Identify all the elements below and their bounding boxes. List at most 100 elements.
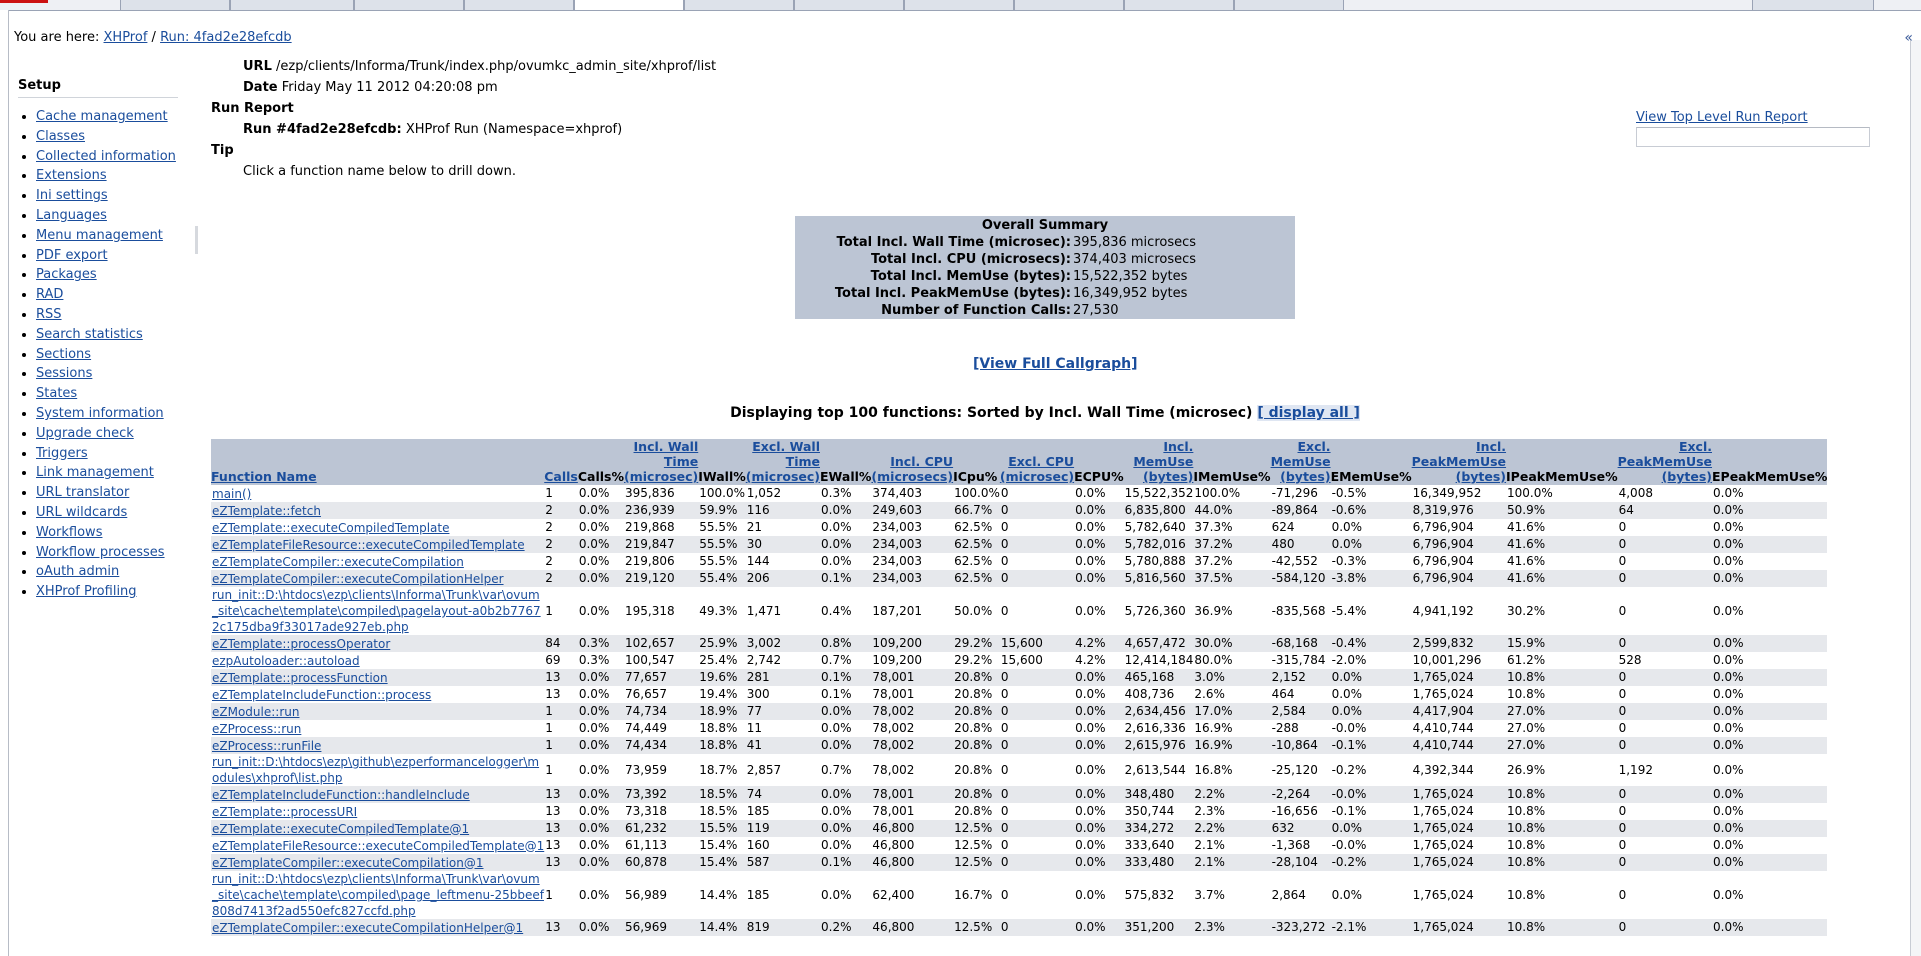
metric-cell: -0.5% xyxy=(1330,485,1412,502)
column-sort-link[interactable]: Excl. CPU (microsec) xyxy=(999,454,1075,484)
collapse-arrow-icon[interactable]: « xyxy=(1904,30,1913,46)
sidebar-item-link[interactable]: Ini settings xyxy=(36,188,108,204)
top-tab[interactable] xyxy=(904,0,1014,10)
sidebar-item-link[interactable]: Collected information xyxy=(36,148,176,164)
top-tab[interactable] xyxy=(684,0,794,10)
top-tab[interactable] xyxy=(794,0,904,10)
metric-cell: -0.3% xyxy=(1330,553,1412,570)
top-tab[interactable] xyxy=(464,0,574,10)
metric-cell: 236,939 xyxy=(624,502,699,519)
column-sort-link[interactable]: Incl. MemUse (bytes) xyxy=(1133,439,1194,484)
metric-cell: 61,113 xyxy=(624,837,699,854)
metric-cell: 5,782,016 xyxy=(1123,536,1194,553)
vertical-scrollbar[interactable] xyxy=(1910,40,1921,956)
metric-cell: 46,800 xyxy=(871,820,954,837)
function-link[interactable]: eZProcess::runFile xyxy=(212,738,322,753)
function-link[interactable]: eZTemplateFileResource::executeCompiledT… xyxy=(212,838,545,853)
metric-cell: 0 xyxy=(999,553,1075,570)
sidebar-item-link[interactable]: Menu management xyxy=(36,227,163,243)
sidebar-item-link[interactable]: Link management xyxy=(36,465,154,481)
column-sort-link[interactable]: Excl. Wall Time (microsec) xyxy=(745,439,820,484)
metric-cell: -71,296 xyxy=(1270,485,1331,502)
top-tab[interactable] xyxy=(1124,0,1234,10)
function-link[interactable]: run_init::D:\htdocs\ezp\clients\Informa\… xyxy=(212,588,541,634)
sidebar-item-link[interactable]: RAD xyxy=(36,287,64,303)
function-link[interactable]: eZTemplateCompiler::executeCompilationHe… xyxy=(212,571,504,586)
function-link[interactable]: run_init::D:\htdocs\ezp\github\ezperform… xyxy=(212,755,540,785)
sidebar-item-link[interactable]: Triggers xyxy=(36,445,88,461)
top-tab[interactable] xyxy=(1752,0,1874,10)
sidebar-item-link[interactable]: Cache management xyxy=(36,109,168,124)
view-full-callgraph-link[interactable]: [View Full Callgraph] xyxy=(973,356,1138,372)
sidebar-item-link[interactable]: Sections xyxy=(36,346,92,362)
function-link[interactable]: eZTemplateCompiler::executeCompilation xyxy=(212,554,464,569)
function-link[interactable]: ezpAutoloader::autoload xyxy=(212,653,360,668)
metric-cell: -835,568 xyxy=(1270,587,1331,635)
sidebar-item-link[interactable]: Extensions xyxy=(36,168,107,184)
function-link[interactable]: eZTemplateCompiler::executeCompilation@1 xyxy=(212,855,484,870)
function-link[interactable]: eZTemplateCompiler::executeCompilationHe… xyxy=(212,920,524,935)
sidebar-item-link[interactable]: Classes xyxy=(36,128,85,144)
sidebar-item-link[interactable]: Upgrade check xyxy=(36,425,134,441)
function-link[interactable]: eZModule::run xyxy=(212,704,300,719)
function-link[interactable]: eZTemplate::processFunction xyxy=(212,670,388,685)
sidebar-item-link[interactable]: XHProf Profiling xyxy=(36,584,137,600)
function-link[interactable]: eZTemplateFileResource::executeCompiledT… xyxy=(212,537,525,552)
sidebar-item-link[interactable]: URL wildcards xyxy=(36,504,128,520)
display-all-link[interactable]: [ display all ] xyxy=(1257,405,1360,421)
sidebar-item: Packages xyxy=(36,265,178,285)
sidebar-item-link[interactable]: Sessions xyxy=(36,366,93,382)
function-link[interactable]: eZTemplate::processOperator xyxy=(212,636,391,651)
column-sort-link[interactable]: Incl. PeakMemUse (bytes) xyxy=(1411,439,1507,484)
column-sort-link[interactable]: Calls xyxy=(544,469,578,484)
sidebar-item-link[interactable]: PDF export xyxy=(36,247,108,263)
metric-cell: 1,192 xyxy=(1617,754,1712,786)
metric-cell: 41.6% xyxy=(1506,519,1618,536)
top-tab[interactable] xyxy=(1014,0,1124,10)
breadcrumb-link-xhprof[interactable]: XHProf xyxy=(103,30,148,45)
sidebar-item-link[interactable]: Search statistics xyxy=(36,326,143,342)
metric-cell: 0 xyxy=(1617,519,1712,536)
sidebar-item-link[interactable]: Packages xyxy=(36,267,97,283)
sidebar-item-link[interactable]: Workflows xyxy=(36,524,103,540)
sidebar-item-link[interactable]: RSS xyxy=(36,306,62,322)
metric-cell: 13 xyxy=(544,837,578,854)
top-tab[interactable] xyxy=(230,0,354,10)
sidebar-item-link[interactable]: URL translator xyxy=(36,485,130,501)
function-name-cell: run_init::D:\htdocs\ezp\clients\Informa\… xyxy=(211,587,545,635)
function-link[interactable]: eZTemplateIncludeFunction::handleInclude xyxy=(212,787,470,802)
metric-cell: 0.0% xyxy=(1074,803,1124,820)
run-id-value: XHProf Run (Namespace=xhprof) xyxy=(405,122,623,137)
top-tab[interactable] xyxy=(1234,0,1344,10)
view-top-level-run-report-link[interactable]: View Top Level Run Report xyxy=(1636,110,1808,125)
column-sort-link[interactable]: Incl. CPU (microsecs) xyxy=(871,454,954,484)
metric-cell: 0.3% xyxy=(577,652,625,669)
function-link[interactable]: eZTemplate::fetch xyxy=(212,503,321,518)
top-tab[interactable] xyxy=(354,0,464,10)
sidebar-item-link[interactable]: States xyxy=(36,386,78,402)
metric-cell: 0.2% xyxy=(820,919,872,936)
top-tab[interactable] xyxy=(120,0,230,10)
sidebar-resize-handle[interactable] xyxy=(195,226,198,254)
function-link[interactable]: eZProcess::run xyxy=(212,721,302,736)
top-tab-active[interactable] xyxy=(574,0,684,10)
function-link[interactable]: eZTemplate::executeCompiledTemplate@1 xyxy=(212,821,470,836)
breadcrumb-link-run[interactable]: Run: 4fad2e28efcdb xyxy=(160,30,292,45)
sidebar-item-link[interactable]: System information xyxy=(36,405,164,421)
sidebar-item-link[interactable]: Languages xyxy=(36,207,107,223)
sidebar-item-link[interactable]: oAuth admin xyxy=(36,564,120,580)
sidebar: Setup Cache management Classes Collected i… xyxy=(18,78,178,602)
function-link[interactable]: run_init::D:\htdocs\ezp\clients\Informa\… xyxy=(212,872,544,918)
sidebar-item-link[interactable]: Workflow processes xyxy=(36,544,165,560)
column-sort-link[interactable]: Incl. Wall Time (microsec) xyxy=(624,439,699,484)
function-link[interactable]: eZTemplate::processURI xyxy=(212,804,358,819)
column-sort-link[interactable]: Excl. PeakMemUse (bytes) xyxy=(1617,439,1713,484)
function-link[interactable]: main() xyxy=(212,486,252,501)
metric-cell: 300 xyxy=(745,686,820,703)
column-sort-link[interactable]: Function Name xyxy=(211,469,317,484)
displaying-caption: Displaying top 100 functions: Sorted by … xyxy=(0,405,1921,421)
function-link[interactable]: eZTemplate::executeCompiledTemplate xyxy=(212,520,450,535)
column-header-label: EWall% xyxy=(820,469,872,484)
column-sort-link[interactable]: Excl. MemUse (bytes) xyxy=(1270,439,1331,484)
function-link[interactable]: eZTemplateIncludeFunction::process xyxy=(212,687,432,702)
